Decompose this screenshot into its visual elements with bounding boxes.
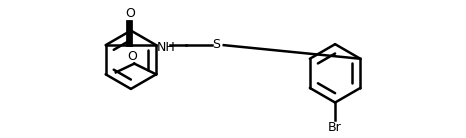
Text: O: O	[125, 7, 135, 20]
Text: Br: Br	[328, 121, 342, 134]
Text: NH: NH	[157, 41, 176, 54]
Text: S: S	[212, 38, 220, 51]
Text: O: O	[127, 50, 137, 63]
